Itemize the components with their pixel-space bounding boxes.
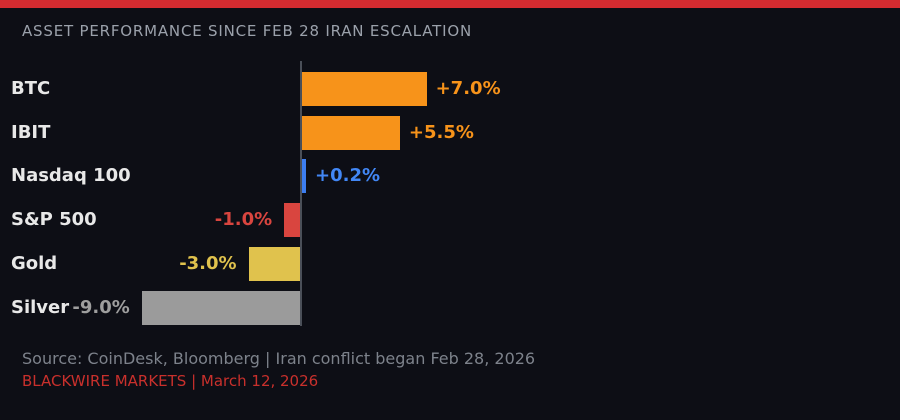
asset-label: Gold: [11, 253, 58, 274]
value-label: -9.0%: [72, 297, 130, 318]
bar-row: Silver -9.0%: [0, 291, 900, 325]
value-label: -1.0%: [214, 209, 273, 230]
value-label: -3.0%: [179, 253, 237, 274]
bar-row: IBIT +5.5%: [0, 116, 900, 150]
bar: [248, 247, 302, 281]
bar-row: S&P 500 -1.0%: [0, 203, 900, 237]
value-label: +7.0%: [435, 78, 501, 99]
asset-label: Nasdaq 100: [11, 165, 131, 186]
value-label: +0.2%: [315, 165, 381, 186]
value-label: +5.5%: [408, 122, 474, 143]
bar: [302, 116, 400, 150]
bar-row: Gold -3.0%: [0, 247, 900, 281]
brand-attribution: BLACKWIRE MARKETS | March 12, 2026: [22, 372, 319, 390]
asset-label: IBIT: [11, 122, 51, 143]
chart-title: ASSET PERFORMANCE SINCE FEB 28 IRAN ESCA…: [22, 22, 472, 40]
asset-label: BTC: [11, 78, 51, 99]
asset-label: Silver: [11, 297, 70, 318]
bar-row: Nasdaq 100 +0.2%: [0, 159, 900, 193]
zero-axis-line: [300, 61, 302, 326]
bar: [302, 72, 427, 106]
bar-row: BTC +7.0%: [0, 72, 900, 106]
source-attribution: Source: CoinDesk, Bloomberg | Iran confl…: [22, 349, 536, 368]
bar: [284, 203, 302, 237]
bar: [141, 291, 302, 325]
asset-label: S&P 500: [11, 209, 97, 230]
top-accent-bar: [0, 0, 900, 8]
bar: [302, 159, 306, 193]
